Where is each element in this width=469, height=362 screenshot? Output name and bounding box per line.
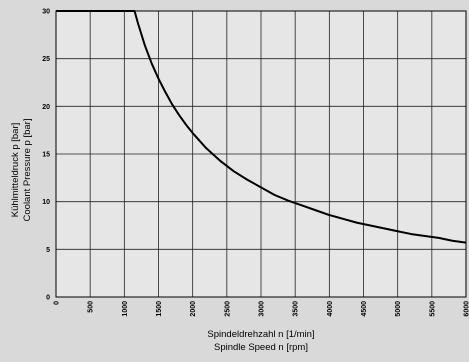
- y-tick-label: 20: [42, 104, 50, 111]
- series-line-0: [56, 10, 467, 244]
- y-tick-label: 10: [42, 199, 50, 206]
- x-tick-label: 3000: [259, 301, 266, 317]
- x-tick-label: 4500: [361, 301, 368, 317]
- x-tick-label: 2000: [190, 301, 197, 317]
- x-axis-title-line-2: Spindle Speed n [rpm]: [214, 342, 308, 353]
- x-axis-title-line-1: Spindeldrehzahl n [1/min]: [207, 329, 314, 340]
- y-tick-label: 30: [42, 9, 50, 16]
- x-tick-label: 1000: [122, 301, 129, 317]
- plot-frame: [55, 10, 467, 298]
- y-axis-title-line-1: Kühlmitteldruck p [bar]: [10, 123, 21, 218]
- series-layer: [56, 10, 467, 244]
- x-tick-label: 1500: [156, 301, 163, 317]
- y-tick-label: 25: [42, 56, 50, 63]
- y-axis-title-line-2: Coolant Pressure p [bar]: [22, 119, 33, 222]
- y-tick-label: 0: [46, 295, 50, 302]
- x-tick-label: 6000: [464, 301, 469, 317]
- y-tick-label: 15: [42, 152, 50, 159]
- x-tick-label: 4000: [327, 301, 334, 317]
- x-tick-label: 5500: [429, 301, 436, 317]
- x-tick-label: 3500: [293, 301, 300, 317]
- x-tick-label: 2500: [224, 301, 231, 317]
- x-tick-label: 500: [88, 301, 95, 313]
- y-tick-labels: 0 5 10 15 20 25 30: [42, 9, 50, 302]
- x-tick-label: 5000: [395, 301, 402, 317]
- y-tick-label: 5: [46, 247, 50, 254]
- x-tick-label: 0: [54, 301, 61, 305]
- x-tick-labels: 0 500 1000 1500 2000 2500 3000 3500 4000 4500 5000…: [54, 301, 469, 317]
- grid: [55, 10, 467, 298]
